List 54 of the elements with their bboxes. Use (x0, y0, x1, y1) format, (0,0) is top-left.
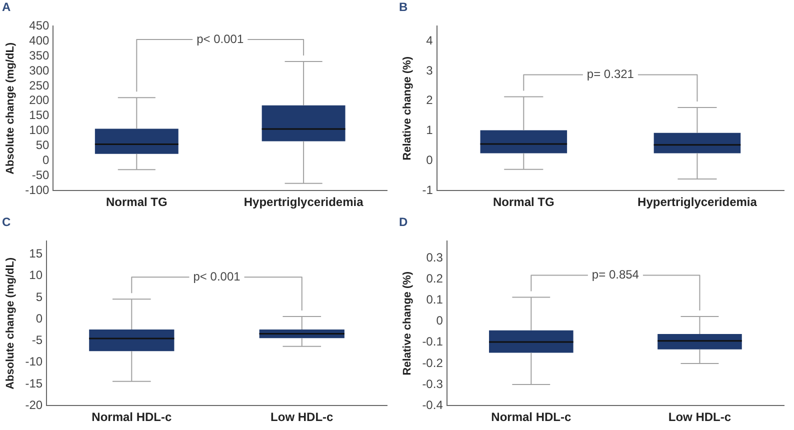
chart-title: A (1, 0, 12, 15)
x-tick-label: Normal TG (492, 195, 554, 210)
annotation: p= 0.854 (592, 268, 640, 282)
chart-title: B (398, 0, 409, 15)
y-tick-label: 0 (436, 314, 444, 328)
y-axis-title: Relative change (%) (402, 56, 414, 160)
x-tick-label: Normal HDL-c (92, 410, 172, 424)
y-axis-title: Relative change (%) (402, 271, 414, 376)
chart-title: D (398, 215, 409, 230)
y-tick-label: 0 (426, 153, 434, 168)
y-tick-label: 50 (36, 138, 50, 152)
y-tick-label: -1 (422, 182, 434, 197)
x-tick-label: Hypertriglyceridemia (244, 195, 364, 210)
x-tick-label: Low HDL-c (270, 410, 334, 424)
y-tick-label: -0.3 (422, 376, 444, 391)
y-axis-title: Absolute change (mg/dL) (4, 257, 17, 390)
y-tick-label: 400 (29, 33, 50, 48)
y-tick-label: 3 (426, 63, 434, 78)
y-tick-label: -0.4 (422, 398, 444, 412)
y-tick-label: 250 (29, 78, 50, 92)
y-tick-label: 100 (29, 123, 50, 138)
y-tick-label: -100 (25, 182, 50, 197)
y-tick-label: 5 (36, 290, 43, 304)
y-tick-label: -15 (25, 376, 43, 390)
y-tick-label: 300 (29, 63, 50, 78)
y-tick-label: 15 (29, 246, 43, 260)
x-tick-label: Normal TG (106, 195, 168, 210)
x-tick-label: Normal HDL-c (491, 410, 572, 424)
y-tick-label: 450 (29, 18, 50, 33)
x-tick-label: Low HDL-c (668, 410, 732, 424)
y-tick-label: -10 (25, 354, 43, 369)
y-tick-label: -5 (32, 333, 43, 348)
y-tick-label: 4 (426, 33, 434, 48)
annotation: p< 0.001 (193, 269, 241, 284)
annotation: p= 0.321 (586, 67, 634, 82)
chart-title: C (1, 215, 12, 230)
y-tick-label: 0.3 (426, 250, 444, 264)
y-tick-label: 0.2 (426, 271, 444, 286)
annotation: p< 0.001 (196, 32, 244, 46)
y-tick-label: 350 (29, 48, 50, 62)
y-tick-label: 1 (426, 123, 434, 138)
y-tick-label: -0.1 (422, 334, 444, 349)
y-tick-label: 10 (29, 268, 43, 282)
y-tick-label: -50 (32, 168, 50, 182)
y-tick-label: -20 (25, 398, 43, 412)
y-tick-label: -0.2 (422, 356, 444, 370)
y-tick-label: 0 (36, 311, 43, 326)
y-tick-label: 2 (426, 93, 434, 108)
y-tick-label: 150 (29, 108, 50, 122)
y-tick-label: 200 (29, 93, 50, 108)
x-tick-label: Hypertriglyceridemia (638, 195, 758, 210)
y-axis-title: Absolute change (mg/dL) (4, 42, 17, 174)
y-tick-label: 0.1 (426, 292, 444, 307)
y-tick-label: 0 (42, 153, 50, 168)
